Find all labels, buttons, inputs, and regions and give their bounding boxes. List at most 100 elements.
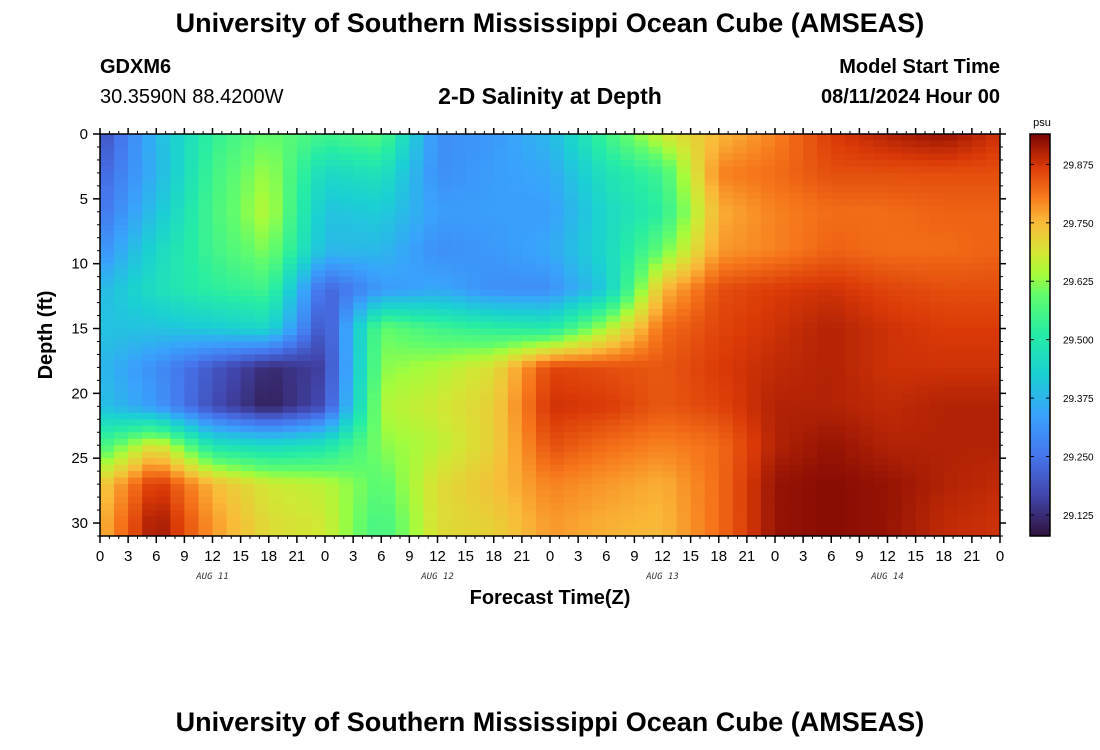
heatmap-cell bbox=[718, 445, 734, 453]
heatmap-cell bbox=[479, 250, 495, 258]
heatmap-cell bbox=[971, 380, 987, 388]
heatmap-cell bbox=[198, 484, 214, 492]
heatmap-cell bbox=[985, 315, 1000, 323]
heatmap-cell bbox=[184, 296, 200, 304]
heatmap-cell bbox=[746, 166, 762, 174]
heatmap-cell bbox=[817, 192, 832, 200]
heatmap-cell bbox=[437, 224, 453, 232]
heatmap-cell bbox=[535, 386, 551, 394]
heatmap-cell bbox=[282, 503, 298, 511]
x-tick-label: 0 bbox=[96, 548, 104, 565]
heatmap-cell bbox=[985, 296, 1000, 304]
heatmap-cell bbox=[395, 360, 410, 369]
heatmap-cell bbox=[929, 328, 945, 336]
heatmap-cell bbox=[353, 211, 368, 219]
heatmap-cell bbox=[789, 438, 804, 446]
heatmap-cell bbox=[493, 224, 509, 232]
heatmap-cell bbox=[325, 179, 340, 187]
heatmap-cell bbox=[353, 218, 368, 226]
heatmap-cell bbox=[915, 198, 931, 206]
heatmap-cell bbox=[943, 380, 959, 388]
heatmap-cell bbox=[367, 179, 382, 187]
heatmap-cell bbox=[803, 296, 818, 304]
heatmap-cell bbox=[620, 464, 635, 472]
heatmap-cell bbox=[803, 185, 818, 193]
heatmap-cell bbox=[535, 250, 551, 258]
heatmap-cell bbox=[592, 341, 607, 349]
heatmap-cell bbox=[718, 257, 734, 265]
heatmap-cell bbox=[254, 224, 270, 232]
heatmap-cell bbox=[746, 393, 762, 401]
heatmap-cell bbox=[606, 296, 621, 304]
heatmap-cell bbox=[296, 373, 312, 381]
heatmap-cell bbox=[957, 438, 973, 446]
heatmap-cell bbox=[451, 237, 467, 245]
heatmap-cell bbox=[184, 464, 200, 472]
x-tick-label: 3 bbox=[124, 548, 132, 565]
heatmap-cell bbox=[367, 140, 382, 148]
heatmap-cell bbox=[634, 146, 650, 155]
heatmap-cell bbox=[578, 283, 593, 291]
heatmap-cell bbox=[451, 347, 467, 356]
heatmap-cell bbox=[901, 341, 917, 349]
x-tick-label: 3 bbox=[574, 548, 582, 565]
heatmap-cell bbox=[198, 497, 214, 505]
heatmap-cell bbox=[732, 179, 748, 187]
heatmap-cell bbox=[479, 484, 495, 492]
heatmap-cell bbox=[465, 360, 481, 369]
heatmap-cell bbox=[606, 270, 621, 278]
heatmap-cell bbox=[353, 477, 368, 485]
heatmap-cell bbox=[775, 146, 790, 155]
heatmap-cell bbox=[240, 484, 256, 492]
heatmap-cell bbox=[662, 471, 678, 479]
heatmap-cell bbox=[831, 140, 846, 148]
heatmap-cell bbox=[142, 218, 157, 226]
heatmap-cell bbox=[690, 166, 706, 174]
heatmap-cell bbox=[353, 412, 368, 420]
heatmap-cell bbox=[100, 445, 115, 453]
heatmap-cell bbox=[578, 270, 593, 278]
heatmap-cell bbox=[156, 341, 171, 349]
heatmap-cell bbox=[254, 276, 270, 284]
heatmap-cell bbox=[310, 529, 326, 536]
heatmap-cell bbox=[423, 205, 439, 213]
heatmap-cell bbox=[240, 276, 256, 284]
heatmap-cell bbox=[564, 322, 579, 330]
heatmap-cell bbox=[606, 373, 621, 381]
heatmap-cell bbox=[521, 399, 537, 407]
heatmap-cell bbox=[325, 159, 340, 168]
heatmap-cell bbox=[620, 231, 635, 239]
heatmap-cell bbox=[971, 276, 987, 284]
heatmap-cell bbox=[971, 406, 987, 414]
heatmap-cell bbox=[170, 244, 185, 252]
heatmap-cell bbox=[128, 309, 143, 317]
heatmap-cell bbox=[775, 179, 790, 187]
heatmap-cell bbox=[296, 510, 312, 518]
heatmap-cell bbox=[789, 140, 804, 148]
heatmap-cell bbox=[732, 283, 748, 291]
heatmap-cell bbox=[521, 322, 537, 330]
heatmap-cell bbox=[760, 192, 776, 200]
heatmap-cell bbox=[732, 244, 748, 252]
heatmap-cell bbox=[226, 159, 242, 168]
heatmap-cell bbox=[240, 458, 256, 466]
heatmap-cell bbox=[732, 224, 748, 232]
heatmap-cell bbox=[845, 386, 860, 394]
heatmap-cell bbox=[493, 198, 509, 206]
heatmap-cell bbox=[887, 458, 903, 466]
heatmap-cell bbox=[634, 354, 650, 362]
heatmap-cell bbox=[381, 146, 396, 155]
heatmap-cell bbox=[479, 302, 495, 310]
heatmap-cell bbox=[493, 172, 509, 180]
heatmap-cell bbox=[662, 523, 678, 531]
heatmap-cell bbox=[479, 497, 495, 505]
heatmap-cell bbox=[507, 490, 523, 498]
heatmap-cell bbox=[226, 335, 242, 343]
heatmap-cell bbox=[310, 289, 326, 297]
heatmap-cell bbox=[887, 464, 903, 472]
heatmap-cell bbox=[592, 373, 607, 381]
heatmap-cell bbox=[985, 516, 1000, 524]
heatmap-cell bbox=[760, 464, 776, 472]
heatmap-cell bbox=[789, 159, 804, 168]
heatmap-cell bbox=[662, 393, 678, 401]
